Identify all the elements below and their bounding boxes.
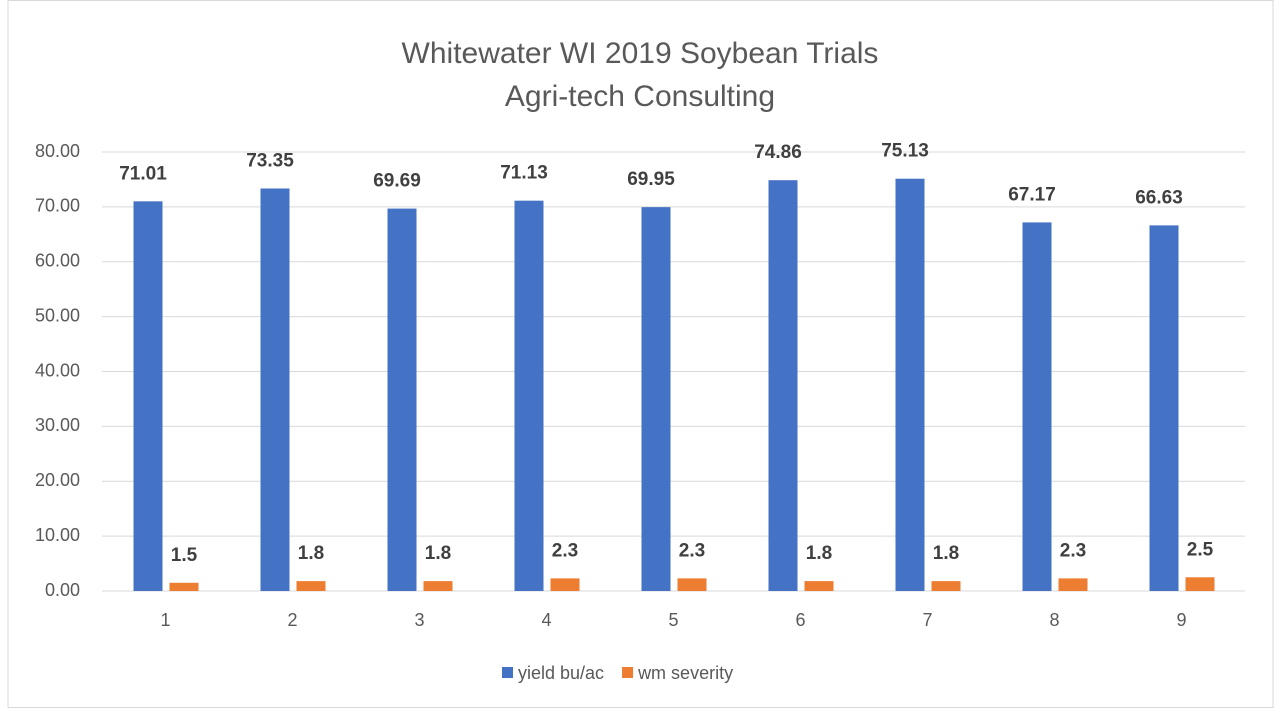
y-tick-label: 20.00 [35, 470, 80, 490]
x-tick-label: 4 [541, 610, 551, 630]
bar [133, 201, 163, 591]
bar [169, 582, 199, 591]
bar [1185, 577, 1215, 591]
x-tick-label: 3 [414, 610, 424, 630]
bar [423, 581, 453, 591]
legend-label: yield bu/ac [518, 663, 604, 683]
data-label: 1.8 [806, 543, 832, 564]
x-tick-label: 9 [1176, 610, 1186, 630]
bar [514, 200, 544, 591]
data-label: 2.3 [552, 540, 578, 561]
bar [550, 578, 580, 591]
data-label: 1.8 [425, 543, 451, 564]
bar [260, 188, 290, 591]
data-label: 1.8 [298, 543, 324, 564]
data-label: 71.13 [500, 163, 548, 184]
data-label: 71.01 [119, 163, 167, 184]
bar [1058, 578, 1088, 591]
legend-swatch [502, 667, 513, 678]
bar [931, 581, 961, 591]
data-label: 1.8 [933, 543, 959, 564]
bar [1149, 225, 1179, 592]
bar [768, 180, 798, 591]
legend-swatch [622, 667, 634, 678]
bar [387, 208, 417, 592]
bar [296, 581, 326, 591]
bar [895, 178, 925, 591]
y-tick-label: 30.00 [35, 415, 80, 435]
data-label: 66.63 [1135, 187, 1183, 208]
data-label: 69.69 [373, 171, 421, 192]
x-tick-label: 5 [668, 610, 678, 630]
bar [804, 581, 834, 591]
y-tick-label: 60.00 [35, 251, 80, 271]
x-tick-label: 6 [795, 610, 805, 630]
data-label: 73.35 [246, 151, 294, 172]
bar [641, 207, 671, 592]
y-tick-label: 40.00 [35, 360, 80, 380]
data-label: 2.3 [1060, 540, 1086, 561]
data-label: 2.5 [1187, 539, 1214, 560]
y-tick-label: 70.00 [35, 196, 80, 216]
y-tick-label: 80.00 [35, 141, 80, 161]
data-label: 69.95 [627, 169, 675, 190]
data-label: 1.5 [171, 545, 198, 566]
x-tick-label: 2 [287, 610, 297, 630]
bar [1022, 222, 1052, 592]
chart-subtitle: Agri-tech Consulting [505, 80, 775, 113]
y-tick-label: 0.00 [45, 580, 80, 600]
legend-label: wm severity [637, 663, 733, 683]
x-tick-label: 8 [1049, 610, 1059, 630]
x-tick-label: 7 [922, 610, 932, 630]
chart-title: Whitewater WI 2019 Soybean Trials [402, 37, 879, 70]
bar [677, 578, 707, 591]
data-label: 2.3 [679, 540, 705, 561]
data-label: 74.86 [754, 142, 802, 163]
x-tick-label: 1 [160, 610, 170, 630]
data-label: 67.17 [1008, 184, 1056, 205]
y-tick-label: 10.00 [35, 525, 80, 545]
data-label: 75.13 [881, 141, 929, 162]
y-tick-label: 50.00 [35, 305, 80, 325]
